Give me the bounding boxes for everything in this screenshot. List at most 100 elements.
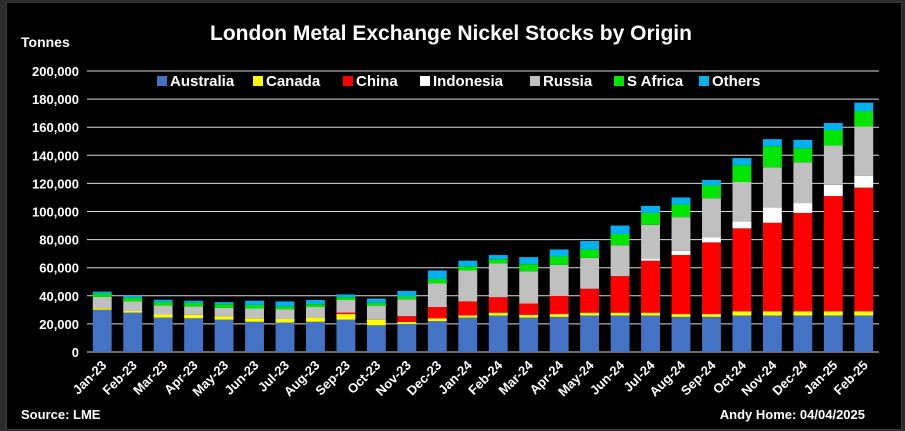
bar-segment — [641, 312, 660, 316]
source-note: Source: LME — [21, 407, 101, 422]
bar-segment — [397, 290, 417, 297]
y-tick-label: 80,000 — [39, 233, 79, 248]
bar-stack — [702, 179, 721, 352]
bar-segment — [336, 297, 356, 301]
bar-segment — [245, 300, 264, 305]
bar-segment — [732, 158, 752, 166]
bar-segment — [519, 264, 539, 272]
bar-segment — [702, 185, 721, 199]
bar-segment — [275, 309, 295, 319]
bar-stack — [458, 260, 478, 352]
legend-item: Others — [699, 73, 760, 90]
bar-segment — [671, 314, 691, 317]
bar-segment — [610, 276, 630, 313]
bar-segment — [306, 300, 325, 305]
bar-segment — [153, 299, 173, 302]
legend-label: China — [356, 73, 398, 90]
legend-item: China — [343, 73, 398, 90]
bar-segment — [123, 301, 143, 311]
bar-segment — [427, 283, 447, 308]
bar-segment — [458, 301, 478, 316]
bar-segment — [793, 315, 813, 352]
bar-stack — [123, 295, 143, 352]
bar-stack — [427, 270, 447, 352]
legend-item: Australia — [157, 73, 235, 90]
bar-segment — [336, 312, 356, 315]
y-tick-label: 140,000 — [32, 148, 79, 163]
legend-label: Canada — [266, 73, 321, 90]
bar-segment — [762, 207, 782, 223]
x-tick-label: Feb-25 — [831, 358, 871, 398]
bar-segment — [214, 304, 234, 308]
legend-label: Russia — [543, 73, 593, 90]
bar-segment — [549, 264, 569, 296]
bar-segment — [671, 217, 691, 251]
bar-stack — [245, 300, 264, 352]
bar-segment — [336, 314, 356, 320]
bar-segment — [823, 196, 843, 312]
bar-segment — [854, 311, 874, 316]
bar-segment — [762, 146, 782, 168]
bar-segment — [336, 294, 356, 298]
bar-segment — [458, 315, 478, 318]
bar-segment — [306, 317, 325, 322]
bar-segment — [793, 212, 813, 312]
bar-segment — [671, 250, 691, 256]
bar-stack — [184, 300, 204, 352]
bar-segment — [214, 316, 234, 320]
bar-segment — [549, 316, 569, 352]
bar-segment — [641, 205, 660, 213]
bar-segment — [366, 305, 386, 320]
bar-segment — [580, 315, 600, 352]
bar-segment — [366, 298, 386, 303]
bar-stack — [732, 158, 752, 352]
bar-segment — [641, 258, 660, 261]
bar-segment — [732, 315, 752, 352]
bar-segment — [427, 278, 447, 284]
y-tick-label: 0 — [72, 345, 79, 360]
bar-segment — [184, 306, 204, 315]
bar-segment — [732, 221, 752, 229]
bar-segment — [153, 314, 173, 318]
bar-segment — [397, 299, 417, 317]
bar-segment — [427, 307, 447, 319]
bar-segment — [397, 323, 417, 352]
bar-segment — [519, 303, 539, 315]
bar-segment — [702, 242, 721, 315]
bar-segment — [123, 312, 143, 352]
bar-segment — [732, 165, 752, 182]
bar-segment — [397, 316, 417, 322]
bar-segment — [366, 319, 386, 326]
bar-stack — [214, 302, 234, 352]
bar-segment — [610, 245, 630, 277]
x-tick-label: Jun-24 — [587, 357, 628, 398]
bar-segment — [519, 257, 539, 265]
bar-segment — [823, 315, 843, 352]
bar-stack — [671, 197, 691, 352]
legend-swatch — [343, 76, 353, 86]
bar-segment — [488, 315, 508, 352]
bar-segment — [793, 203, 813, 213]
bar-segment — [92, 293, 112, 297]
bar-stack — [549, 249, 569, 352]
y-tick-label: 60,000 — [39, 261, 79, 276]
bar-segment — [245, 308, 264, 319]
bar-segment — [671, 255, 691, 315]
legend-swatch — [253, 76, 263, 86]
bar-segment — [641, 224, 660, 259]
bar-segment — [306, 321, 325, 352]
bar-stack — [580, 241, 600, 352]
bar-segment — [519, 271, 539, 304]
x-tick-label: Dec-23 — [404, 358, 445, 399]
legend-swatch — [157, 76, 167, 86]
bar-segment — [823, 145, 843, 185]
bar-segment — [793, 311, 813, 316]
chart-title: London Metal Exchange Nickel Stocks by O… — [210, 22, 692, 45]
bar-segment — [184, 318, 204, 352]
bar-segment — [580, 249, 600, 258]
bar-segment — [549, 295, 569, 315]
bar-segment — [641, 212, 660, 225]
bar-segment — [702, 237, 721, 243]
bar-segment — [245, 321, 264, 352]
bar-segment — [702, 179, 721, 186]
